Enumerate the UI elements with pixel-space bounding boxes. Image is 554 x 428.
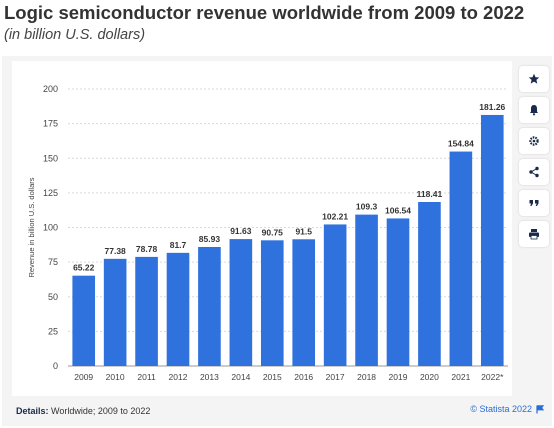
x-tick-label: 2018	[357, 372, 376, 382]
bar	[166, 252, 190, 366]
x-tick-label: 2016	[294, 372, 313, 382]
bar	[103, 258, 127, 366]
y-tick-label: 150	[43, 153, 58, 163]
data-label: 181.26	[479, 102, 505, 112]
data-label: 85.93	[199, 234, 221, 244]
page-subtitle: (in billion U.S. dollars)	[4, 27, 146, 43]
data-label: 106.54	[385, 205, 411, 215]
details-text: Worldwide; 2009 to 2022	[51, 406, 151, 416]
statista-credit[interactable]: © Statista 2022	[470, 404, 544, 414]
y-tick-label: 200	[43, 84, 58, 94]
data-label: 91.63	[230, 226, 252, 236]
y-tick-label: 125	[43, 188, 58, 198]
details-note: Details: Worldwide; 2009 to 2022	[16, 406, 150, 416]
bar	[418, 202, 441, 366]
x-tick-label: 2021	[451, 372, 470, 382]
credit-text: © Statista 2022	[470, 404, 532, 414]
data-label: 77.38	[105, 246, 127, 256]
y-tick-label: 0	[53, 361, 58, 371]
bar	[355, 214, 378, 366]
favorite-button[interactable]	[519, 66, 549, 92]
cite-button[interactable]	[519, 190, 549, 216]
x-tick-label: 2010	[106, 372, 125, 382]
page-title: Logic semiconductor revenue worldwide fr…	[4, 2, 525, 23]
data-label: 78.78	[136, 244, 158, 254]
data-label: 154.84	[448, 139, 474, 149]
bell-icon	[530, 105, 538, 116]
y-tick-label: 75	[48, 257, 58, 267]
x-tick-label: 2017	[326, 372, 345, 382]
y-tick-label: 50	[48, 292, 58, 302]
print-icon	[529, 229, 539, 240]
x-tick-label: 2022*	[481, 372, 504, 382]
print-button[interactable]	[519, 221, 549, 247]
x-tick-label: 2013	[200, 372, 219, 382]
bar	[449, 151, 473, 366]
bar	[260, 240, 284, 366]
x-tick-label: 2009	[74, 372, 93, 382]
flag-icon	[536, 404, 544, 413]
y-tick-label: 175	[43, 119, 58, 129]
y-axis-title: Revenue in billion U.S. dollars	[27, 177, 36, 277]
data-label: 81.7	[170, 240, 187, 250]
chart-toolbar	[519, 66, 551, 252]
y-tick-label: 25	[48, 326, 58, 336]
gear-icon	[529, 136, 539, 146]
data-label: 65.22	[73, 263, 95, 273]
data-label: 102.21	[322, 211, 348, 221]
details-label: Details:	[16, 406, 49, 416]
share-button[interactable]	[519, 159, 549, 185]
x-tick-label: 2014	[231, 372, 250, 382]
x-tick-label: 2020	[420, 372, 439, 382]
bar	[135, 256, 158, 366]
share-icon	[529, 166, 539, 178]
notification-button[interactable]	[519, 97, 549, 123]
bar	[480, 114, 504, 367]
bar	[198, 246, 221, 366]
data-label: 90.75	[262, 227, 284, 237]
bar	[229, 239, 253, 366]
bar	[323, 224, 347, 366]
bar	[386, 218, 410, 366]
settings-button[interactable]	[519, 128, 549, 154]
x-tick-label: 2011	[137, 372, 156, 382]
x-tick-label: 2019	[389, 372, 408, 382]
data-label: 118.41	[417, 189, 443, 199]
data-label: 91.5	[295, 226, 312, 236]
x-tick-label: 2015	[263, 372, 282, 382]
bar	[292, 239, 316, 366]
data-label: 109.3	[356, 202, 378, 212]
star-icon	[528, 73, 540, 84]
x-tick-label: 2012	[169, 372, 188, 382]
y-tick-label: 100	[43, 223, 58, 233]
quote-icon	[529, 200, 539, 206]
bar	[72, 275, 96, 366]
